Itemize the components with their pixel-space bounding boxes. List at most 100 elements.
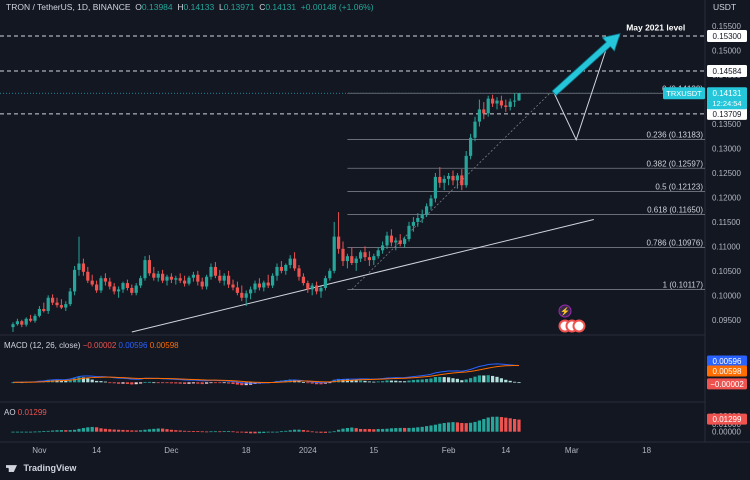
ao-bar — [46, 430, 50, 432]
ao-bar — [464, 423, 468, 432]
macd-histogram-bar — [161, 382, 165, 384]
candle-body — [156, 273, 160, 278]
candle-body — [328, 270, 332, 279]
candle-body — [68, 291, 72, 305]
ao-bar — [266, 431, 270, 433]
fib-label: 0.5 (0.12123) — [655, 182, 703, 191]
macd-histogram-bar — [112, 382, 116, 384]
candle-body — [174, 278, 178, 280]
y-tick-label: 0.13000 — [712, 145, 741, 154]
candle-body — [183, 280, 187, 284]
macd-histogram-bar — [139, 382, 143, 384]
x-tick-label: 18 — [242, 446, 251, 455]
ao-bar — [306, 430, 310, 432]
symbol-title[interactable]: TRON / TetherUS, 1D, BINANCE — [6, 2, 131, 12]
ao-bar — [55, 430, 59, 432]
macd-histogram-bar — [398, 381, 402, 383]
macd-histogram-bar — [191, 382, 195, 384]
macd-histogram-bar — [455, 378, 459, 383]
ao-bar — [517, 419, 521, 432]
price-badges: 0.15300 0.14584 0.13709 TRXUSDT 0.1413112:24… — [663, 30, 747, 120]
support-trendline[interactable] — [131, 218, 594, 333]
ao-bar — [143, 429, 147, 432]
tradingview-icon — [6, 465, 17, 473]
ao-bar — [301, 430, 305, 432]
y-tick-label: 0.15000 — [712, 47, 741, 56]
ao-bar — [244, 431, 248, 433]
price-badge-text: 0.14131 — [713, 89, 742, 98]
macd-histogram-bar — [196, 382, 200, 384]
symbol-badge-text: TRXUSDT — [666, 89, 702, 98]
candle-body — [249, 289, 253, 294]
macd-histogram-bar — [218, 382, 222, 384]
lightning-glyph: ⚡ — [560, 306, 570, 316]
macd-axis-badge — [707, 365, 747, 377]
macd-histogram-bar — [460, 380, 464, 383]
x-tick-label: 2024 — [299, 446, 317, 455]
macd-legend[interactable]: MACD (12, 26, close) −0.00002 0.00596 0.… — [4, 341, 179, 350]
trendline[interactable] — [131, 218, 594, 333]
countdown-text: 12:24:54 — [712, 99, 741, 108]
ao-bar — [200, 431, 204, 433]
ao-bar — [293, 429, 297, 432]
ao-bar — [231, 431, 235, 433]
currency-label[interactable]: USDT — [713, 2, 737, 12]
macd-histogram-bar — [81, 377, 85, 383]
ao-bar — [455, 422, 459, 432]
candle-body — [244, 293, 248, 298]
projection-path[interactable]: May 2021 level — [551, 23, 685, 142]
macd-histogram-bar — [407, 380, 411, 383]
candle-body — [372, 256, 376, 261]
y-tick-label: 0.10500 — [712, 267, 741, 276]
macd-title: MACD (12, 26, close) — [4, 341, 81, 350]
ao-bar — [257, 431, 261, 434]
ao-bar — [253, 431, 257, 434]
x-tick-label: Feb — [442, 446, 456, 455]
ao-bar — [42, 431, 46, 432]
macd-histogram-bar — [227, 382, 231, 384]
candle-body — [275, 266, 279, 276]
candle-body — [130, 287, 134, 293]
macd-histogram-bar — [301, 381, 305, 383]
tradingview-logo[interactable]: TradingView — [6, 463, 76, 473]
y-tick-label: 0.12500 — [712, 169, 741, 178]
candle-body — [288, 258, 292, 265]
ao-bar — [240, 431, 244, 433]
ao-bar — [112, 429, 116, 432]
ao-bar — [130, 430, 134, 432]
us-flag-icon-3[interactable] — [572, 319, 586, 333]
macd-histogram-bar — [486, 375, 490, 383]
candle-body — [460, 175, 464, 186]
ao-bar — [473, 421, 477, 432]
projection-polyline[interactable] — [553, 46, 608, 142]
macd-histogram-bar — [169, 382, 173, 384]
ao-bar — [134, 430, 138, 432]
ao-bar — [73, 429, 77, 432]
candle-body — [103, 278, 107, 282]
ao-bar — [125, 430, 129, 432]
macd-histogram-bar — [310, 382, 314, 384]
candle-body — [42, 309, 46, 311]
macd-histogram-bar — [68, 380, 72, 383]
candle-body — [165, 276, 169, 281]
target-arrow[interactable] — [551, 33, 621, 97]
ao-bar — [235, 431, 239, 433]
macd-axis-badge-text: 0.00596 — [713, 357, 742, 366]
candle-body — [394, 240, 398, 243]
ao-bar — [425, 426, 429, 432]
fib-label: 0.382 (0.12597) — [647, 159, 704, 168]
macd-histogram-bar — [385, 380, 389, 383]
ao-bar — [341, 428, 345, 432]
price-badge — [707, 87, 747, 110]
ao-bar — [29, 431, 33, 433]
ao-bar — [117, 429, 121, 432]
candle-body — [121, 283, 125, 290]
ao-legend[interactable]: AO 0.01299 — [4, 408, 47, 417]
macd-histogram-bar — [477, 375, 481, 383]
ao-bar — [482, 418, 486, 432]
lightning-icon[interactable] — [558, 304, 572, 318]
macd-histogram-bar — [438, 376, 442, 383]
candle-body — [508, 101, 512, 107]
x-tick-label: Mar — [565, 446, 579, 455]
macd-histogram-bar — [332, 379, 336, 383]
